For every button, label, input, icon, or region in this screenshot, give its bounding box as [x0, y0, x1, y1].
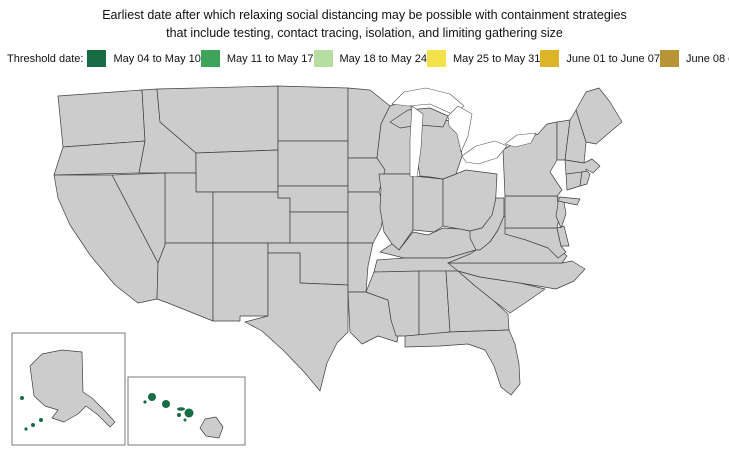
- state-alabama: [418, 270, 451, 337]
- legend-swatch: [426, 50, 446, 67]
- alaska-island: [20, 396, 24, 400]
- hawaii-island-molokai: [177, 407, 185, 411]
- state-colorado: [212, 191, 291, 244]
- chart-title-line1: Earliest date after which relaxing socia…: [102, 8, 627, 22]
- state-north-dakota: [277, 85, 349, 142]
- state-new-york-long-island: [557, 196, 581, 206]
- state-arkansas: [347, 242, 374, 293]
- lake-ontario: [504, 132, 537, 148]
- alaska-aleutian-island: [31, 423, 35, 427]
- legend-swatch: [659, 50, 679, 67]
- state-north-carolina: [447, 260, 586, 290]
- legend-item: May 18 to May 24: [313, 50, 427, 67]
- state-new-mexico: [212, 242, 269, 322]
- legend-item-label: June 08 or later: [685, 52, 729, 65]
- alaska-aleutian-island: [39, 418, 43, 422]
- legend-swatch: [87, 50, 107, 67]
- legend-item-label: May 18 to May 24: [339, 52, 427, 65]
- legend: Threshold date: May 04 to May 10 May 11 …: [7, 50, 729, 67]
- legend-item-label: June 01 to June 07: [566, 52, 660, 65]
- hawaii-island-maui: [184, 408, 194, 418]
- legend-item: May 04 to May 10: [87, 50, 201, 67]
- state-new-hampshire: [564, 109, 587, 164]
- legend-item-label: May 04 to May 10: [113, 52, 201, 65]
- state-connecticut: [565, 171, 583, 191]
- chart-title: Earliest date after which relaxing socia…: [0, 7, 729, 42]
- hawaii-island-lanai: [177, 413, 181, 417]
- state-alaska: [29, 349, 116, 428]
- state-maine: [575, 87, 623, 145]
- lake-huron: [447, 105, 473, 153]
- state-rhode-island: [579, 170, 591, 187]
- state-missouri: [347, 191, 386, 244]
- chart-title-line2: that include testing, contact tracing, i…: [166, 25, 563, 40]
- lake-michigan: [409, 105, 424, 178]
- legend-item: June 01 to June 07: [540, 50, 660, 67]
- legend-item: May 25 to May 31: [426, 50, 541, 67]
- legend-swatch: [540, 50, 560, 67]
- state-kansas: [289, 211, 349, 244]
- hawaii-inset-box: [127, 376, 246, 446]
- state-south-dakota: [277, 140, 349, 187]
- state-washington: [57, 89, 146, 148]
- alaska-aleutian-island: [24, 427, 28, 431]
- state-indiana: [412, 175, 444, 233]
- legend-item: June 08 or later: [659, 50, 729, 67]
- hawaii-island-kauai: [148, 393, 156, 401]
- hawaii-island-kahoolawe: [183, 418, 187, 422]
- state-wyoming: [195, 149, 279, 193]
- hawaii-island-hawaii: [199, 416, 224, 439]
- legend-title: Threshold date:: [7, 52, 84, 65]
- legend-swatch: [313, 50, 333, 67]
- state-florida: [404, 329, 521, 396]
- lake-superior: [391, 87, 465, 115]
- hawaii-island-oahu: [162, 400, 170, 408]
- hawaii-island-niihau: [143, 400, 147, 404]
- state-pennsylvania: [504, 195, 563, 229]
- legend-item: May 11 to May 17: [200, 50, 314, 67]
- legend-swatch: [200, 50, 220, 67]
- state-arizona: [156, 242, 214, 322]
- state-california: [53, 174, 159, 304]
- legend-item-label: May 25 to May 31: [452, 52, 541, 65]
- lake-erie: [461, 140, 508, 165]
- legend-item-label: May 11 to May 17: [226, 52, 314, 65]
- alaska-inset-box: [11, 332, 126, 446]
